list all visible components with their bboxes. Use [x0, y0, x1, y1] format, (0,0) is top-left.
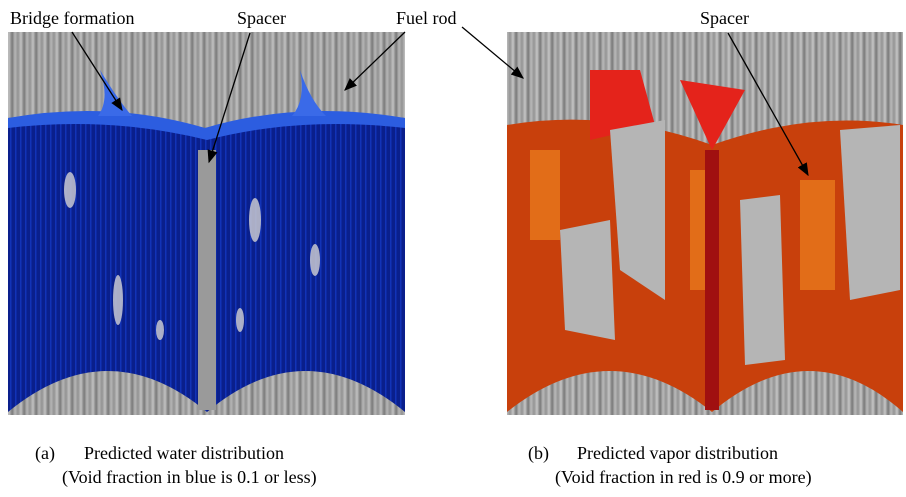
label-spacer: Spacer: [237, 8, 286, 28]
panel-letter: (a): [35, 443, 55, 464]
figure: Bridge formation Spacer Fuel rod Spacer …: [0, 0, 906, 497]
vapor-image: [507, 32, 903, 415]
panel-note: (Void fraction in red is 0.9 or more): [555, 467, 812, 488]
page: Bridge formation Spacer Fuel rod Spacer …: [0, 0, 906, 497]
panel-note: (Void fraction in blue is 0.1 or less): [62, 467, 317, 488]
label-fuel-rod: Fuel rod: [396, 8, 457, 28]
label-spacer: Spacer: [700, 8, 749, 28]
panel-letter: (b): [528, 443, 549, 464]
panel-caption: Predicted vapor distribution: [577, 443, 778, 463]
label-bridge: Bridge formation: [10, 8, 134, 28]
panel-caption: Predicted water distribution: [84, 443, 284, 463]
